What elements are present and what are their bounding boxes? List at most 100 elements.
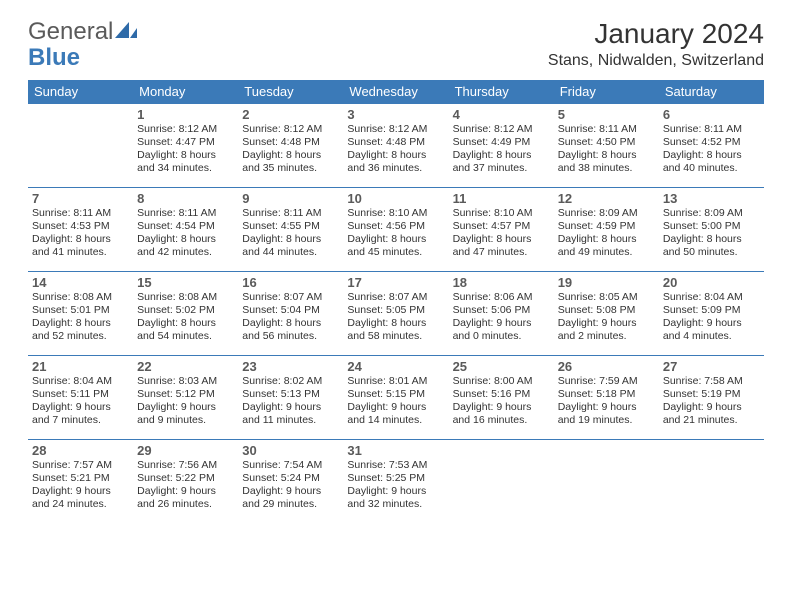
- sunset-text: Sunset: 4:49 PM: [453, 136, 550, 149]
- sunrise-text: Sunrise: 8:12 AM: [137, 123, 234, 136]
- sunset-text: Sunset: 4:52 PM: [663, 136, 760, 149]
- daylight-line2: and 19 minutes.: [558, 414, 655, 427]
- sunrise-text: Sunrise: 8:08 AM: [137, 291, 234, 304]
- calendar-cell: 4Sunrise: 8:12 AMSunset: 4:49 PMDaylight…: [449, 104, 554, 188]
- day-number: 14: [32, 275, 129, 290]
- daylight-line2: and 42 minutes.: [137, 246, 234, 259]
- weekday-header-row: Sunday Monday Tuesday Wednesday Thursday…: [28, 80, 764, 104]
- sunrise-text: Sunrise: 7:54 AM: [242, 459, 339, 472]
- daylight-line1: Daylight: 8 hours: [558, 233, 655, 246]
- day-number: 1: [137, 107, 234, 122]
- calendar-cell: 17Sunrise: 8:07 AMSunset: 5:05 PMDayligh…: [343, 272, 448, 356]
- daylight-line1: Daylight: 8 hours: [137, 317, 234, 330]
- day-number: 31: [347, 443, 444, 458]
- daylight-line2: and 9 minutes.: [137, 414, 234, 427]
- calendar-cell: 10Sunrise: 8:10 AMSunset: 4:56 PMDayligh…: [343, 188, 448, 272]
- sunset-text: Sunset: 5:18 PM: [558, 388, 655, 401]
- daylight-line2: and 41 minutes.: [32, 246, 129, 259]
- daylight-line1: Daylight: 9 hours: [32, 485, 129, 498]
- sunrise-text: Sunrise: 7:56 AM: [137, 459, 234, 472]
- daylight-line1: Daylight: 8 hours: [453, 149, 550, 162]
- daylight-line2: and 50 minutes.: [663, 246, 760, 259]
- sunset-text: Sunset: 5:13 PM: [242, 388, 339, 401]
- calendar-cell: 25Sunrise: 8:00 AMSunset: 5:16 PMDayligh…: [449, 356, 554, 440]
- logo-sail-icon: [115, 20, 137, 45]
- day-number: 25: [453, 359, 550, 374]
- sunset-text: Sunset: 4:57 PM: [453, 220, 550, 233]
- calendar-cell: 20Sunrise: 8:04 AMSunset: 5:09 PMDayligh…: [659, 272, 764, 356]
- daylight-line2: and 0 minutes.: [453, 330, 550, 343]
- daylight-line1: Daylight: 8 hours: [242, 149, 339, 162]
- sunrise-text: Sunrise: 8:09 AM: [663, 207, 760, 220]
- day-number: 7: [32, 191, 129, 206]
- calendar-cell: 31Sunrise: 7:53 AMSunset: 5:25 PMDayligh…: [343, 440, 448, 524]
- daylight-line2: and 58 minutes.: [347, 330, 444, 343]
- calendar-cell: 30Sunrise: 7:54 AMSunset: 5:24 PMDayligh…: [238, 440, 343, 524]
- daylight-line1: Daylight: 8 hours: [453, 233, 550, 246]
- daylight-line2: and 45 minutes.: [347, 246, 444, 259]
- sunset-text: Sunset: 4:56 PM: [347, 220, 444, 233]
- daylight-line1: Daylight: 9 hours: [242, 485, 339, 498]
- sunrise-text: Sunrise: 8:05 AM: [558, 291, 655, 304]
- sunset-text: Sunset: 5:04 PM: [242, 304, 339, 317]
- day-number: 19: [558, 275, 655, 290]
- daylight-line1: Daylight: 8 hours: [347, 149, 444, 162]
- weekday-saturday: Saturday: [659, 80, 764, 104]
- sunset-text: Sunset: 5:12 PM: [137, 388, 234, 401]
- sunrise-text: Sunrise: 8:10 AM: [347, 207, 444, 220]
- calendar-cell: 3Sunrise: 8:12 AMSunset: 4:48 PMDaylight…: [343, 104, 448, 188]
- daylight-line2: and 35 minutes.: [242, 162, 339, 175]
- sunset-text: Sunset: 4:53 PM: [32, 220, 129, 233]
- calendar-cell: 22Sunrise: 8:03 AMSunset: 5:12 PMDayligh…: [133, 356, 238, 440]
- daylight-line1: Daylight: 8 hours: [137, 149, 234, 162]
- calendar-cell: [28, 104, 133, 188]
- daylight-line2: and 52 minutes.: [32, 330, 129, 343]
- sunrise-text: Sunrise: 8:07 AM: [242, 291, 339, 304]
- sunset-text: Sunset: 4:55 PM: [242, 220, 339, 233]
- sunset-text: Sunset: 5:01 PM: [32, 304, 129, 317]
- sunrise-text: Sunrise: 8:12 AM: [453, 123, 550, 136]
- daylight-line2: and 16 minutes.: [453, 414, 550, 427]
- sunset-text: Sunset: 4:59 PM: [558, 220, 655, 233]
- calendar-cell: 28Sunrise: 7:57 AMSunset: 5:21 PMDayligh…: [28, 440, 133, 524]
- sunrise-text: Sunrise: 8:01 AM: [347, 375, 444, 388]
- day-number: 24: [347, 359, 444, 374]
- sunset-text: Sunset: 4:48 PM: [347, 136, 444, 149]
- daylight-line1: Daylight: 9 hours: [453, 317, 550, 330]
- day-number: 18: [453, 275, 550, 290]
- calendar-cell: 2Sunrise: 8:12 AMSunset: 4:48 PMDaylight…: [238, 104, 343, 188]
- sunrise-text: Sunrise: 8:03 AM: [137, 375, 234, 388]
- daylight-line2: and 29 minutes.: [242, 498, 339, 511]
- calendar-table: Sunday Monday Tuesday Wednesday Thursday…: [28, 80, 764, 524]
- sunrise-text: Sunrise: 8:11 AM: [663, 123, 760, 136]
- sunset-text: Sunset: 5:02 PM: [137, 304, 234, 317]
- calendar-cell: 19Sunrise: 8:05 AMSunset: 5:08 PMDayligh…: [554, 272, 659, 356]
- sunrise-text: Sunrise: 8:04 AM: [663, 291, 760, 304]
- sunset-text: Sunset: 4:54 PM: [137, 220, 234, 233]
- daylight-line1: Daylight: 8 hours: [137, 233, 234, 246]
- calendar-cell: 24Sunrise: 8:01 AMSunset: 5:15 PMDayligh…: [343, 356, 448, 440]
- day-number: 30: [242, 443, 339, 458]
- calendar-body: 1Sunrise: 8:12 AMSunset: 4:47 PMDaylight…: [28, 104, 764, 524]
- weekday-wednesday: Wednesday: [343, 80, 448, 104]
- calendar-cell: [449, 440, 554, 524]
- daylight-line2: and 34 minutes.: [137, 162, 234, 175]
- daylight-line2: and 54 minutes.: [137, 330, 234, 343]
- sunrise-text: Sunrise: 7:58 AM: [663, 375, 760, 388]
- daylight-line1: Daylight: 9 hours: [137, 401, 234, 414]
- daylight-line2: and 37 minutes.: [453, 162, 550, 175]
- daylight-line1: Daylight: 9 hours: [137, 485, 234, 498]
- sunset-text: Sunset: 5:08 PM: [558, 304, 655, 317]
- daylight-line1: Daylight: 9 hours: [347, 485, 444, 498]
- calendar-cell: 12Sunrise: 8:09 AMSunset: 4:59 PMDayligh…: [554, 188, 659, 272]
- daylight-line2: and 7 minutes.: [32, 414, 129, 427]
- day-number: 4: [453, 107, 550, 122]
- day-number: 29: [137, 443, 234, 458]
- day-number: 6: [663, 107, 760, 122]
- daylight-line1: Daylight: 8 hours: [32, 317, 129, 330]
- day-number: 23: [242, 359, 339, 374]
- daylight-line2: and 11 minutes.: [242, 414, 339, 427]
- daylight-line2: and 21 minutes.: [663, 414, 760, 427]
- sunset-text: Sunset: 5:06 PM: [453, 304, 550, 317]
- calendar-cell: 29Sunrise: 7:56 AMSunset: 5:22 PMDayligh…: [133, 440, 238, 524]
